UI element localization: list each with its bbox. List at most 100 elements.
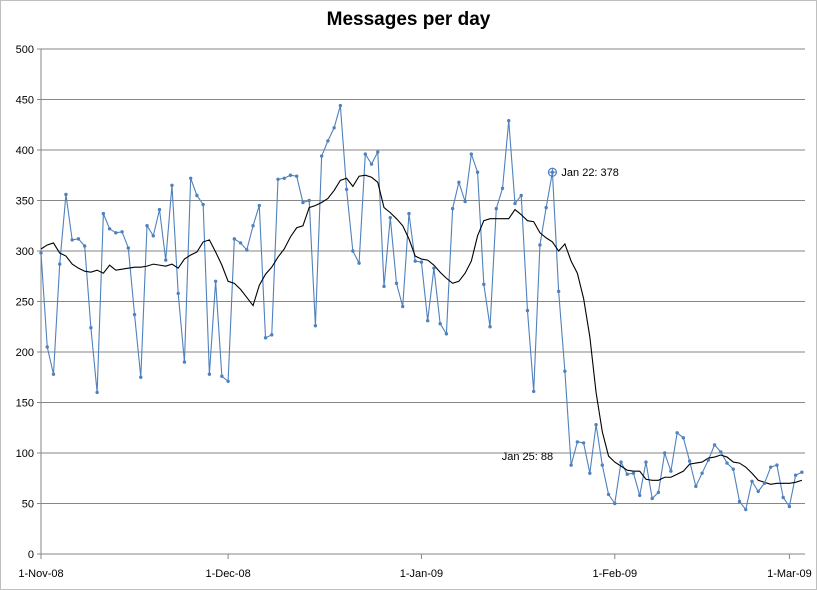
daily-point [157,207,162,212]
daily-point [401,304,405,309]
daily-point [107,227,112,231]
y-tick-label: 300 [16,246,34,258]
daily-point [687,459,692,463]
daily-point [288,173,293,177]
daily-point [182,360,187,364]
daily-point [332,126,336,130]
daily-point [326,139,330,143]
daily-point [737,499,742,504]
daily-point [114,231,118,235]
daily-point [351,249,355,253]
daily-point [488,325,492,329]
daily-point [64,192,68,197]
daily-point [313,324,318,328]
daily-point [494,206,498,211]
x-tick-label: 1-Mar-09 [767,568,812,580]
daily-point [270,333,274,337]
y-tick-label: 200 [16,347,34,359]
daily-point [369,162,374,166]
daily-point [775,463,779,467]
daily-point [376,150,380,154]
daily-point [201,202,205,207]
daily-point [307,198,311,203]
daily-point [432,266,436,270]
daily-point [719,450,723,454]
daily-point [787,504,792,509]
daily-point [382,284,386,289]
daily-point [575,440,580,444]
daily-point [532,389,536,394]
daily-point [694,484,698,489]
daily-point [126,246,131,250]
daily-point [89,326,93,330]
daily-point [482,282,486,287]
y-tick-label: 150 [16,398,34,410]
daily-point [519,193,523,198]
daily-point [276,177,280,181]
daily-point [594,423,598,427]
daily-point [419,260,424,264]
daily-point [525,308,530,313]
daily-point [232,237,237,241]
daily-point [319,154,324,158]
daily-point [245,248,249,252]
daily-point [413,259,417,263]
daily-point [662,451,667,455]
daily-point [238,241,243,245]
daily-point [706,458,711,462]
daily-point [344,187,349,192]
series-lines [40,105,803,511]
daily-point [768,465,773,469]
daily-point [781,495,785,500]
daily-point [756,489,760,494]
daily-point [725,461,729,465]
daily-point [301,200,305,205]
daily-point [700,471,704,475]
y-tick-label: 350 [16,196,34,208]
daily-point [556,289,561,294]
daily-point [407,211,411,216]
daily-point [681,436,686,440]
axes [37,48,805,559]
y-tick-label: 450 [16,95,34,107]
daily-point [151,234,155,238]
daily-point [656,490,661,495]
daily-point [731,467,735,471]
daily-point [588,471,592,475]
daily-point [438,322,442,326]
x-tick-label: 1-Jan-09 [400,568,443,580]
daily-point [220,374,224,378]
moving-average-line [40,174,803,485]
daily-point [425,318,430,323]
daily-point [45,345,49,349]
daily-point [207,372,212,376]
daily-point [450,206,455,211]
daily-point [744,507,748,512]
daily-point [606,492,611,497]
daily-point [463,199,467,204]
daily-point [213,279,218,283]
daily-point [712,443,717,447]
y-tick-label: 400 [16,145,34,157]
daily-point [457,180,461,185]
daily-point [263,336,268,340]
daily-point [750,479,754,483]
daily-point [188,176,193,180]
daily-point [600,463,605,467]
daily-point [581,441,586,445]
daily-point [282,176,286,180]
daily-point [164,258,168,262]
daily-point [762,481,767,485]
x-tick-label: 1-Feb-09 [592,568,637,580]
daily-point [338,103,343,108]
daily-point [650,496,654,501]
daily-point [101,211,106,216]
daily-point [638,493,642,498]
daily-point [39,251,43,255]
daily-messages-line [40,105,803,511]
daily-point [563,369,567,373]
y-axis-tick-labels: 0 50 100 150 200 250 300 350 400 450 500 [16,44,34,561]
daily-point [132,312,137,317]
